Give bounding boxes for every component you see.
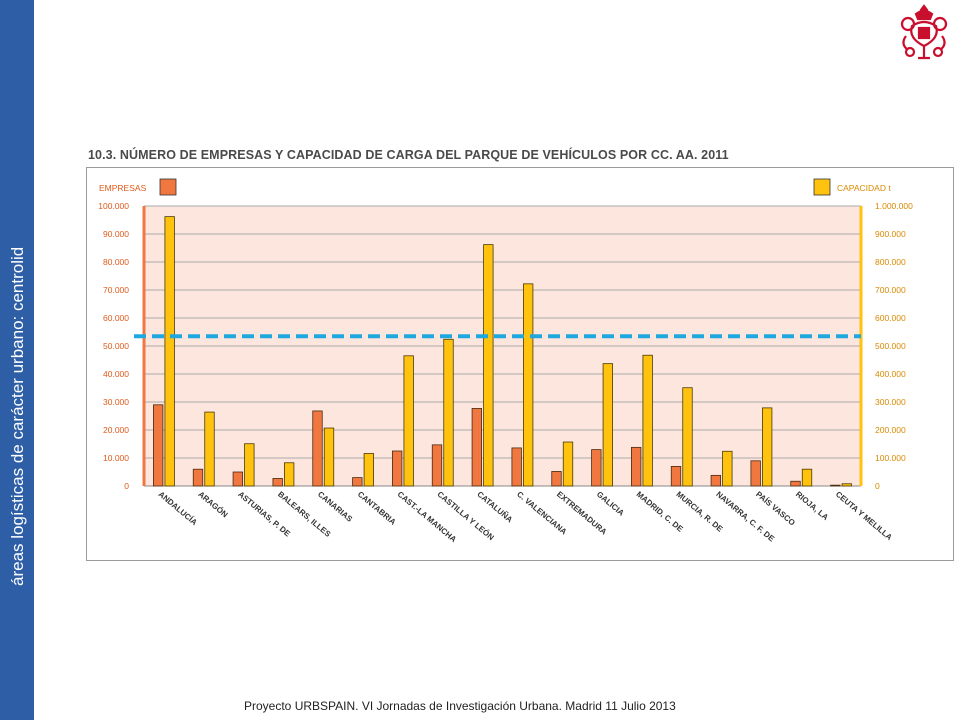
left-tick-label: 50.000: [103, 341, 129, 351]
bar-empresas: [352, 477, 363, 487]
bar-empresas: [312, 410, 323, 487]
legend-swatch-empresas: [159, 178, 177, 196]
bar-capacidad: [602, 363, 613, 487]
bar-empresas: [710, 474, 721, 487]
right-tick-label: 900.000: [875, 229, 906, 239]
legend-label-empresas: EMPRESAS: [99, 183, 147, 193]
coat-of-arms-icon: [896, 2, 952, 64]
bar-empresas: [431, 444, 443, 487]
left-tick-label: 20.000: [103, 425, 129, 435]
category-label: CEUTA Y MELILLA: [834, 490, 894, 543]
bar-capacidad: [244, 443, 255, 487]
bar-capacidad: [762, 407, 773, 487]
chart-title: 10.3. NÚMERO DE EMPRESAS Y CAPACIDAD DE …: [88, 148, 729, 162]
bar-capacidad: [562, 441, 574, 487]
category-label: PAÍS VASCO: [754, 490, 797, 528]
bar-capacidad: [443, 338, 454, 487]
bar-capacidad: [801, 468, 813, 487]
bar-empresas: [631, 446, 642, 487]
category-label: ARAGÓN: [196, 490, 229, 520]
right-tick-label: 600.000: [875, 313, 906, 323]
category-label: ANDALUCÍA: [157, 490, 199, 528]
bar-empresas: [471, 408, 482, 487]
right-tick-label: 700.000: [875, 285, 906, 295]
bar-capacidad: [323, 427, 335, 487]
bar-capacidad: [841, 483, 852, 487]
category-label: CANTABRIA: [356, 490, 398, 527]
bar-capacidad: [164, 216, 175, 487]
sidebar-title: áreas logísticas de carácter urbano: cen…: [8, 246, 27, 586]
right-tick-label: 500.000: [875, 341, 906, 351]
right-tick-label: 800.000: [875, 257, 906, 267]
bar-capacidad: [523, 283, 534, 487]
left-tick-label: 90.000: [103, 229, 129, 239]
bar-capacidad: [204, 411, 215, 487]
category-label: CATALUÑA: [475, 490, 514, 525]
bar-empresas: [153, 404, 164, 487]
category-label: CANARIAS: [316, 490, 355, 524]
left-tick-label: 80.000: [103, 257, 129, 267]
legend-label-capacidad: CAPACIDAD t: [837, 183, 891, 193]
bar-empresas: [392, 450, 403, 487]
bar-empresas: [591, 449, 602, 487]
right-tick-label: 0: [875, 481, 880, 491]
bar-empresas: [232, 471, 243, 487]
right-tick-label: 1.000.000: [875, 201, 913, 211]
bar-empresas: [551, 471, 562, 487]
right-tick-label: 400.000: [875, 369, 906, 379]
left-tick-label: 40.000: [103, 369, 129, 379]
left-tick-label: 100.000: [98, 201, 129, 211]
bar-capacidad: [363, 453, 374, 487]
bar-empresas: [511, 447, 522, 487]
bar-capacidad: [682, 387, 693, 487]
bar-capacidad: [483, 244, 494, 487]
left-tick-label: 60.000: [103, 313, 129, 323]
bar-empresas: [830, 484, 841, 487]
bar-empresas: [670, 465, 682, 487]
bar-empresas: [272, 478, 283, 487]
bar-capacidad: [284, 462, 295, 487]
left-tick-label: 10.000: [103, 453, 129, 463]
bar-capacidad: [642, 354, 653, 487]
sidebar: áreas logísticas de carácter urbano: cen…: [0, 0, 34, 720]
category-label: GALICIA: [595, 490, 626, 518]
right-tick-label: 100.000: [875, 453, 906, 463]
right-tick-label: 200.000: [875, 425, 906, 435]
chart-svg: 0 0 10.000 100.000 20.000 200.000 30.000 300.00…: [98, 178, 913, 544]
bar-empresas: [192, 468, 204, 487]
chart-frame: 0 0 10.000 100.000 20.000 200.000 30.000 300.00…: [86, 167, 954, 561]
left-tick-label: 30.000: [103, 397, 129, 407]
bar-capacidad: [722, 450, 733, 487]
bar-empresas: [750, 460, 761, 487]
footer-text: Proyecto URBSPAIN. VI Jornadas de Invest…: [244, 699, 676, 713]
category-label: RIOJA, LA: [794, 490, 830, 522]
left-tick-label: 0: [124, 481, 129, 491]
right-tick-label: 300.000: [875, 397, 906, 407]
bar-capacidad: [403, 355, 414, 487]
legend-swatch-capacidad: [813, 178, 831, 196]
left-tick-label: 70.000: [103, 285, 129, 295]
bar-empresas: [790, 480, 801, 487]
